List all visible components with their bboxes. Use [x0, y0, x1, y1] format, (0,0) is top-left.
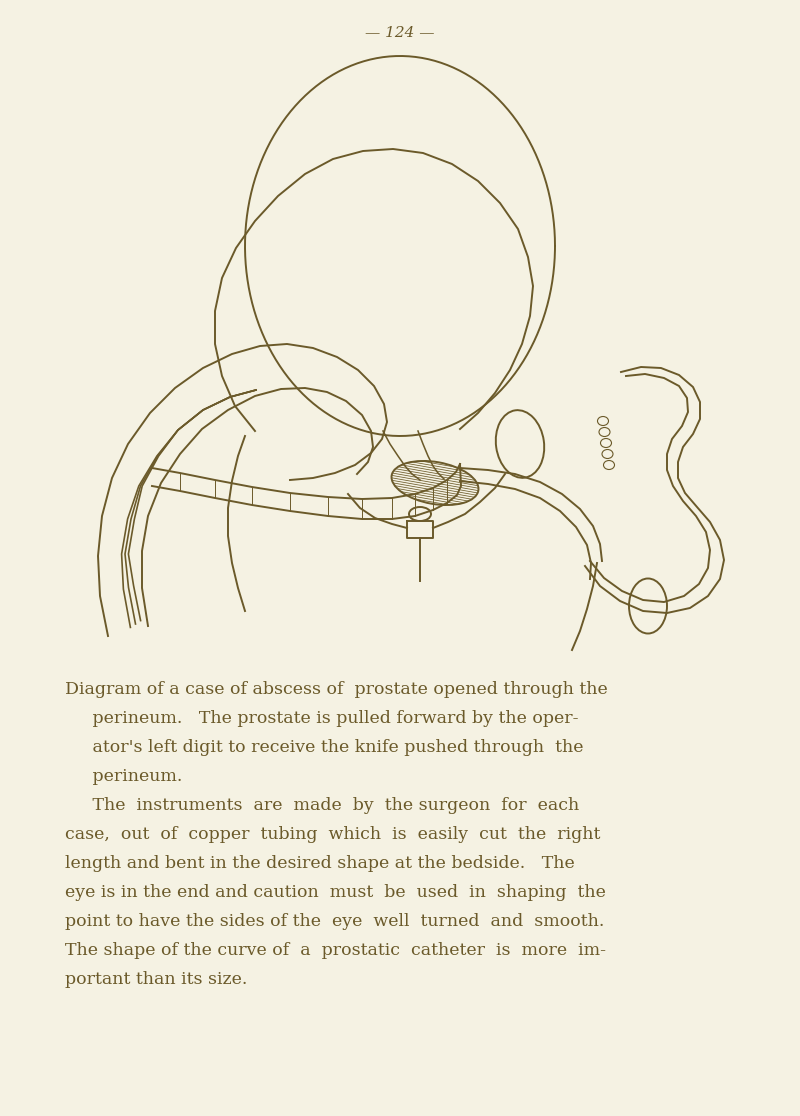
Text: perineum.: perineum.: [65, 768, 182, 785]
Text: Diagram of a case of abscess of  prostate opened through the: Diagram of a case of abscess of prostate…: [65, 681, 608, 698]
Text: ator's left digit to receive the knife pushed through  the: ator's left digit to receive the knife p…: [65, 739, 583, 756]
Text: perineum.   The prostate is pulled forward by the oper-: perineum. The prostate is pulled forward…: [65, 710, 578, 727]
Text: case,  out  of  copper  tubing  which  is  easily  cut  the  right: case, out of copper tubing which is easi…: [65, 826, 600, 843]
Text: point to have the sides of the  eye  well  turned  and  smooth.: point to have the sides of the eye well …: [65, 913, 604, 930]
Text: length and bent in the desired shape at the bedside.   The: length and bent in the desired shape at …: [65, 855, 574, 872]
Ellipse shape: [409, 507, 431, 521]
Text: eye is in the end and caution  must  be  used  in  shaping  the: eye is in the end and caution must be us…: [65, 884, 606, 901]
Text: The  instruments  are  made  by  the surgeon  for  each: The instruments are made by the surgeon …: [65, 797, 579, 814]
Text: The shape of the curve of  a  prostatic  catheter  is  more  im-: The shape of the curve of a prostatic ca…: [65, 942, 606, 959]
Text: — 124 —: — 124 —: [366, 26, 434, 40]
Text: portant than its size.: portant than its size.: [65, 971, 247, 988]
